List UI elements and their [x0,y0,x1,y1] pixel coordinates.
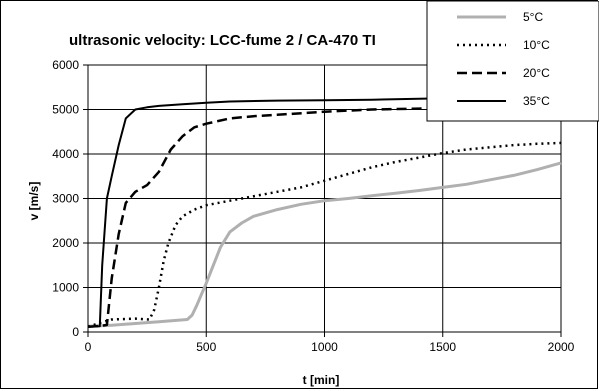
x-tick-label: 2000 [548,340,575,354]
y-tick-label: 5000 [52,103,79,117]
x-tick-label: 0 [85,340,92,354]
legend-box [426,1,599,122]
y-tick-label: 3000 [52,192,79,206]
legend-label-1: 5°C [523,10,543,24]
legend: 5°C 10°C 20°C 35°C [426,1,599,122]
x-tick-label: 1500 [429,340,456,354]
y-tick-label: 6000 [52,58,79,72]
legend-label-2: 10°C [523,38,550,52]
x-tick-label: 500 [196,340,216,354]
y-tick-label: 2000 [52,236,79,250]
legend-label-4: 35°C [523,94,550,108]
y-axis-ticks: 0 1000 2000 3000 4000 5000 6000 [52,58,89,339]
chart-title: ultrasonic velocity: LCC-fume 2 / CA-470… [69,32,376,49]
series-line-4 [87,95,562,328]
y-axis-title: v [m/s] [27,182,41,221]
x-axis-title: t [min] [303,373,340,387]
x-axis-ticks: 0 500 1000 1500 2000 [85,331,575,354]
series-layer [87,95,562,328]
series-line-1 [87,161,562,328]
y-tick-label: 4000 [52,147,79,161]
y-tick-label: 0 [72,325,79,339]
x-tick-label: 1000 [311,340,338,354]
series-line-2 [87,141,562,328]
y-tick-label: 1000 [52,281,79,295]
legend-label-3: 20°C [523,66,550,80]
